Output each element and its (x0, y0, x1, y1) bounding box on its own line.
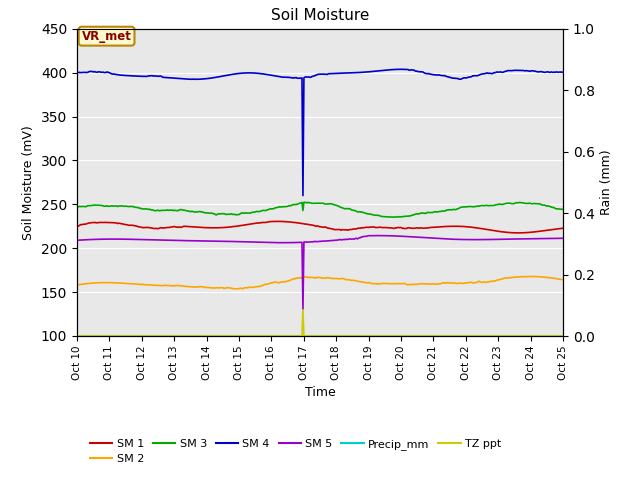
Legend: SM 1, SM 2, SM 3, SM 4, SM 5, Precip_mm, TZ ppt: SM 1, SM 2, SM 3, SM 4, SM 5, Precip_mm,… (86, 434, 506, 468)
X-axis label: Time: Time (305, 386, 335, 399)
Title: Soil Moisture: Soil Moisture (271, 9, 369, 24)
Text: VR_met: VR_met (82, 30, 132, 43)
Y-axis label: Soil Moisture (mV): Soil Moisture (mV) (22, 125, 35, 240)
Y-axis label: Rain (mm): Rain (mm) (600, 150, 614, 215)
